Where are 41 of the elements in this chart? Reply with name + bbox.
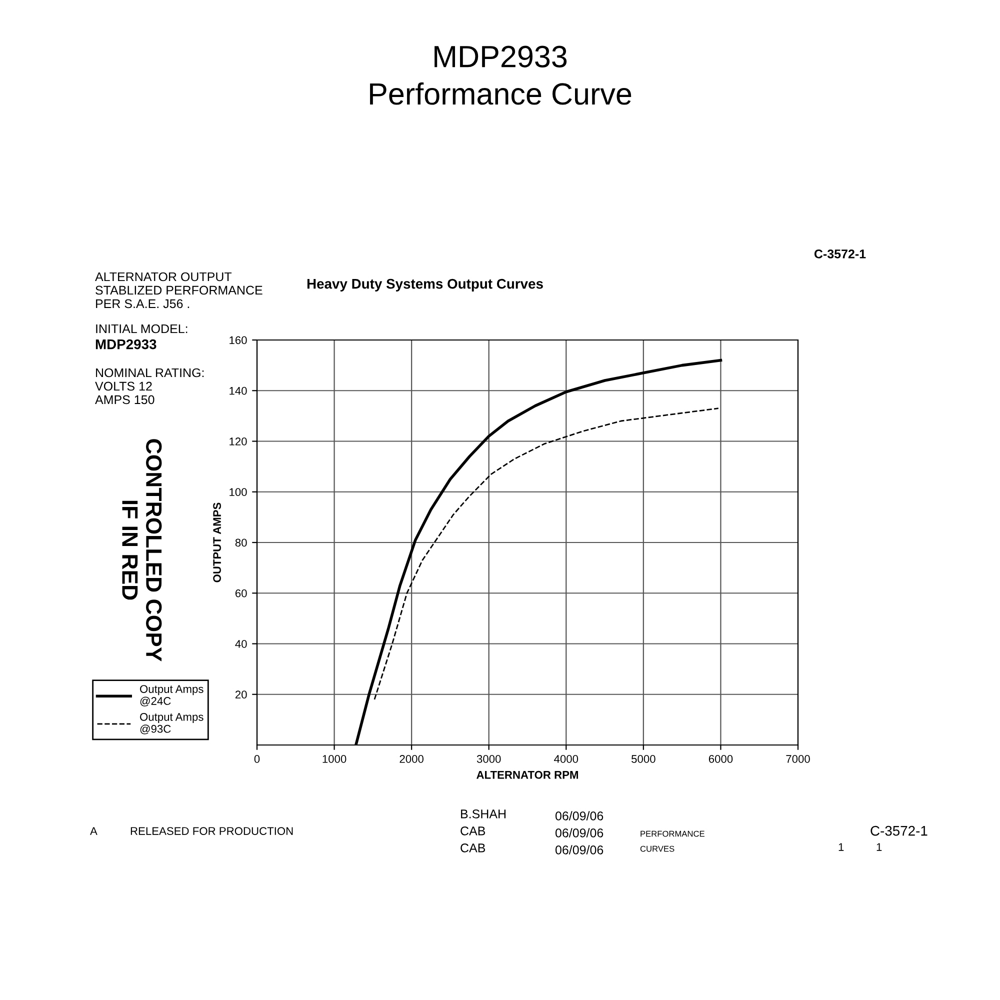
x-tick-label: 6000 [708,755,733,763]
chart-subtitle: Heavy Duty Systems Output Curves [307,278,543,292]
x-axis-title: ALTERNATOR RPM [476,770,578,779]
text: 06/09/06 [555,811,604,820]
text: 06/09/06 [555,828,604,838]
y-axis-title: OUTPUT AMPS [213,502,221,582]
y-tick-label: 80 [235,538,247,547]
line-series [374,408,720,700]
x-tick-label: 3000 [476,755,501,763]
text: 1 [838,843,844,851]
text: CAB [460,844,486,852]
legend-label: Output Amps @24C [140,685,204,706]
x-tick-label: 1000 [322,755,346,763]
x-tick-label: 5000 [632,755,656,763]
text: 1 [876,843,882,851]
text: MDP2933 [96,339,156,350]
text: NOMINAL RATING: VOLTS 12 AMPS 150 [95,368,204,404]
chart-title: MDP2933 Performance Curve [370,46,632,105]
x-tick-label: 7000 [786,755,810,763]
text: A [90,827,98,835]
text: C-3572-1 [814,250,866,258]
text: 06/09/06 [555,845,604,854]
y-tick-label: 20 [235,690,247,699]
y-tick-label: 140 [230,386,247,395]
text: PERFORMANCE CURVES [640,830,704,852]
text: C-3572-1 [870,826,928,836]
y-tick-label: 160 [230,336,247,344]
x-tick-label: 4000 [554,755,578,763]
text: B.SHAH [461,810,506,818]
text: RELEASED FOR PRODUCTION [130,827,293,835]
y-tick-label: 40 [235,640,247,648]
legend-label: Output Amps @93C [140,712,204,734]
y-tick-label: 120 [230,438,247,446]
x-tick-label: 2000 [400,755,424,763]
text: CAB [460,826,486,836]
text: ALTERNATOR OUTPUT STABLIZED PERFORMANCE PER S.A.E. J56 . [95,272,262,308]
text: CONTROLLED COPY IF IN RED [122,439,162,662]
x-tick-label: 0 [254,755,260,763]
y-tick-label: 60 [235,589,247,598]
y-tick-label: 100 [230,488,247,496]
text: INITIAL MODEL: [96,324,188,334]
